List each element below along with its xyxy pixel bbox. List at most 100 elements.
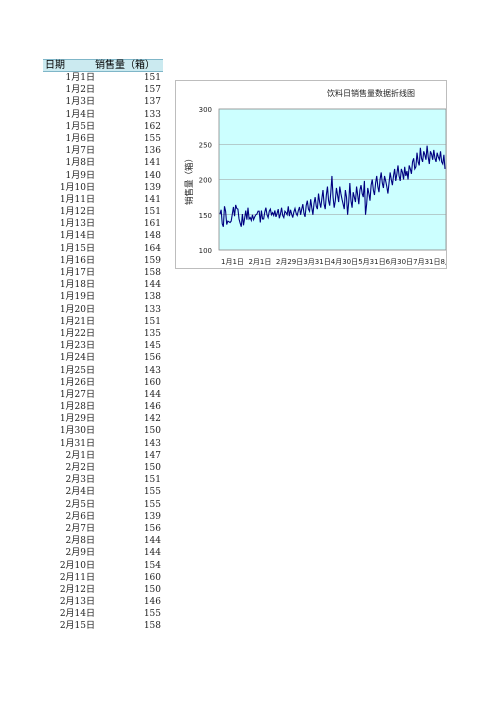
- sales-cell: 159: [143, 255, 161, 266]
- date-cell: 1月24日: [59, 353, 95, 364]
- table-row[interactable]: 2月15日 158: [43, 620, 163, 632]
- sales-cell: 156: [143, 523, 161, 534]
- sales-cell: 135: [143, 328, 161, 339]
- table-row[interactable]: 1月5日 162: [43, 121, 163, 133]
- table-row[interactable]: 1月3日 137: [43, 96, 163, 108]
- sales-cell: 158: [143, 621, 161, 632]
- header-date: 日期: [45, 60, 65, 71]
- date-cell: 2月13日: [59, 597, 95, 608]
- table-row[interactable]: 1月6日 155: [43, 133, 163, 145]
- table-row[interactable]: 1月20日 133: [43, 304, 163, 316]
- table-row[interactable]: 2月6日 139: [43, 511, 163, 523]
- date-cell: 1月30日: [59, 426, 95, 437]
- table-row[interactable]: 1月24日 156: [43, 352, 163, 364]
- table-row[interactable]: 2月11日 160: [43, 572, 163, 584]
- table-row[interactable]: 1月21日 151: [43, 316, 163, 328]
- sales-cell: 155: [143, 133, 161, 144]
- table-row[interactable]: 1月31日 143: [43, 438, 163, 450]
- date-cell: 1月14日: [59, 231, 95, 242]
- sales-cell: 151: [143, 73, 161, 83]
- table-row[interactable]: 2月10日 154: [43, 560, 163, 572]
- date-cell: 2月15日: [59, 621, 95, 632]
- table-row[interactable]: 1月9日 140: [43, 170, 163, 182]
- date-cell: 2月8日: [65, 536, 95, 547]
- date-cell: 1月8日: [65, 158, 95, 169]
- table-row[interactable]: 1月17日 158: [43, 267, 163, 279]
- date-cell: 1月20日: [59, 304, 95, 315]
- sales-cell: 164: [143, 243, 161, 254]
- table-row[interactable]: 1月22日 135: [43, 328, 163, 340]
- table-row[interactable]: 1月4日 133: [43, 109, 163, 121]
- x-tick-label: 4月30日: [331, 258, 358, 266]
- table-row[interactable]: 2月3日 151: [43, 474, 163, 486]
- table-row[interactable]: 2月7日 156: [43, 523, 163, 535]
- table-row[interactable]: 1月29日 142: [43, 413, 163, 425]
- y-tick-label: 200: [199, 177, 212, 185]
- table-row[interactable]: 1月30日 150: [43, 425, 163, 437]
- date-cell: 1月7日: [65, 146, 95, 157]
- table-row[interactable]: 1月26日 160: [43, 377, 163, 389]
- sales-cell: 156: [143, 353, 161, 364]
- table-row[interactable]: 1月25日 143: [43, 365, 163, 377]
- table-body: 1月1日 151 1月2日 157 1月3日 137 1月4日 133 1月5日 162 1月6日 1…: [43, 72, 163, 633]
- table-row[interactable]: 1月19日 138: [43, 291, 163, 303]
- sales-cell: 144: [143, 389, 161, 400]
- line-chart[interactable]: 饮料日销售量数据折线图 100 150 200 250 300 销售量（箱） 1月1日 2月1日…: [175, 80, 456, 269]
- sales-cell: 147: [143, 450, 161, 461]
- table-row[interactable]: 2月4日 155: [43, 486, 163, 498]
- y-tick-label: 300: [199, 106, 212, 114]
- sales-cell: 155: [143, 609, 161, 620]
- y-tick-label: 150: [199, 212, 212, 220]
- date-cell: 1月15日: [59, 243, 95, 254]
- sales-cell: 144: [143, 548, 161, 559]
- date-cell: 2月12日: [59, 584, 95, 595]
- table-row[interactable]: 2月1日 147: [43, 450, 163, 462]
- table-row[interactable]: 2月5日 155: [43, 499, 163, 511]
- sales-cell: 162: [143, 121, 161, 132]
- table-row[interactable]: 2月14日 155: [43, 608, 163, 620]
- line-chart-svg: 饮料日销售量数据折线图 100 150 200 250 300 销售量（箱） 1月1日 2月1日…: [184, 88, 456, 266]
- y-tick-label: 100: [199, 247, 212, 255]
- table-row[interactable]: 1月8日 141: [43, 157, 163, 169]
- table-row[interactable]: 2月8日 144: [43, 535, 163, 547]
- date-cell: 1月5日: [65, 121, 95, 132]
- date-cell: 1月3日: [65, 97, 95, 108]
- table-row[interactable]: 2月9日 144: [43, 547, 163, 559]
- sales-cell: 157: [143, 85, 161, 96]
- sales-cell: 139: [143, 511, 161, 522]
- x-tick-label: 3月31日: [303, 258, 330, 266]
- table-row[interactable]: 1月2日 157: [43, 84, 163, 96]
- table-row[interactable]: 2月2日 150: [43, 462, 163, 474]
- date-cell: 1月18日: [59, 280, 95, 291]
- date-cell: 1月2日: [65, 85, 95, 96]
- table-row[interactable]: 1月16日 159: [43, 255, 163, 267]
- table-row[interactable]: 1月1日 151: [43, 72, 163, 84]
- date-cell: 2月3日: [65, 475, 95, 486]
- date-cell: 1月1日: [65, 73, 95, 83]
- table-row[interactable]: 1月27日 144: [43, 389, 163, 401]
- date-cell: 1月10日: [59, 182, 95, 193]
- table-row[interactable]: 1月18日 144: [43, 279, 163, 291]
- table-row[interactable]: 1月14日 148: [43, 230, 163, 242]
- x-tick-label: 7月31日: [413, 258, 440, 266]
- table-row[interactable]: 1月23日 145: [43, 340, 163, 352]
- sales-cell: 150: [143, 426, 161, 437]
- table-row[interactable]: 1月7日 136: [43, 145, 163, 157]
- table-row[interactable]: 1月12日 151: [43, 206, 163, 218]
- table-row[interactable]: 2月12日 150: [43, 584, 163, 596]
- date-cell: 1月21日: [59, 316, 95, 327]
- table-header: 日期 销售量（箱）: [43, 59, 163, 72]
- sales-cell: 144: [143, 536, 161, 547]
- date-cell: 1月4日: [65, 109, 95, 120]
- table-row[interactable]: 1月10日 139: [43, 182, 163, 194]
- date-cell: 1月19日: [59, 292, 95, 303]
- table-row[interactable]: 1月11日 141: [43, 194, 163, 206]
- sales-cell: 145: [143, 341, 161, 352]
- sales-cell: 143: [143, 365, 161, 376]
- table-row[interactable]: 2月13日 146: [43, 596, 163, 608]
- table-row[interactable]: 1月15日 164: [43, 243, 163, 255]
- table-row[interactable]: 1月13日 161: [43, 218, 163, 230]
- sales-cell: 143: [143, 438, 161, 449]
- table-row[interactable]: 1月28日 146: [43, 401, 163, 413]
- date-cell: 1月23日: [59, 341, 95, 352]
